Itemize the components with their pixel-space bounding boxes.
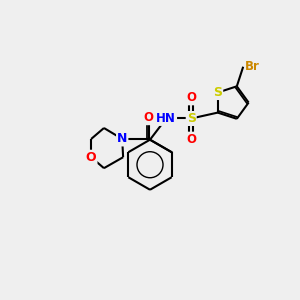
Text: N: N <box>117 133 128 146</box>
Text: O: O <box>144 111 154 124</box>
Text: O: O <box>186 133 196 146</box>
Text: Br: Br <box>245 60 260 73</box>
Text: S: S <box>213 86 222 99</box>
Text: HN: HN <box>156 112 176 125</box>
Text: O: O <box>86 151 97 164</box>
Text: O: O <box>186 92 196 104</box>
Text: S: S <box>187 112 196 125</box>
